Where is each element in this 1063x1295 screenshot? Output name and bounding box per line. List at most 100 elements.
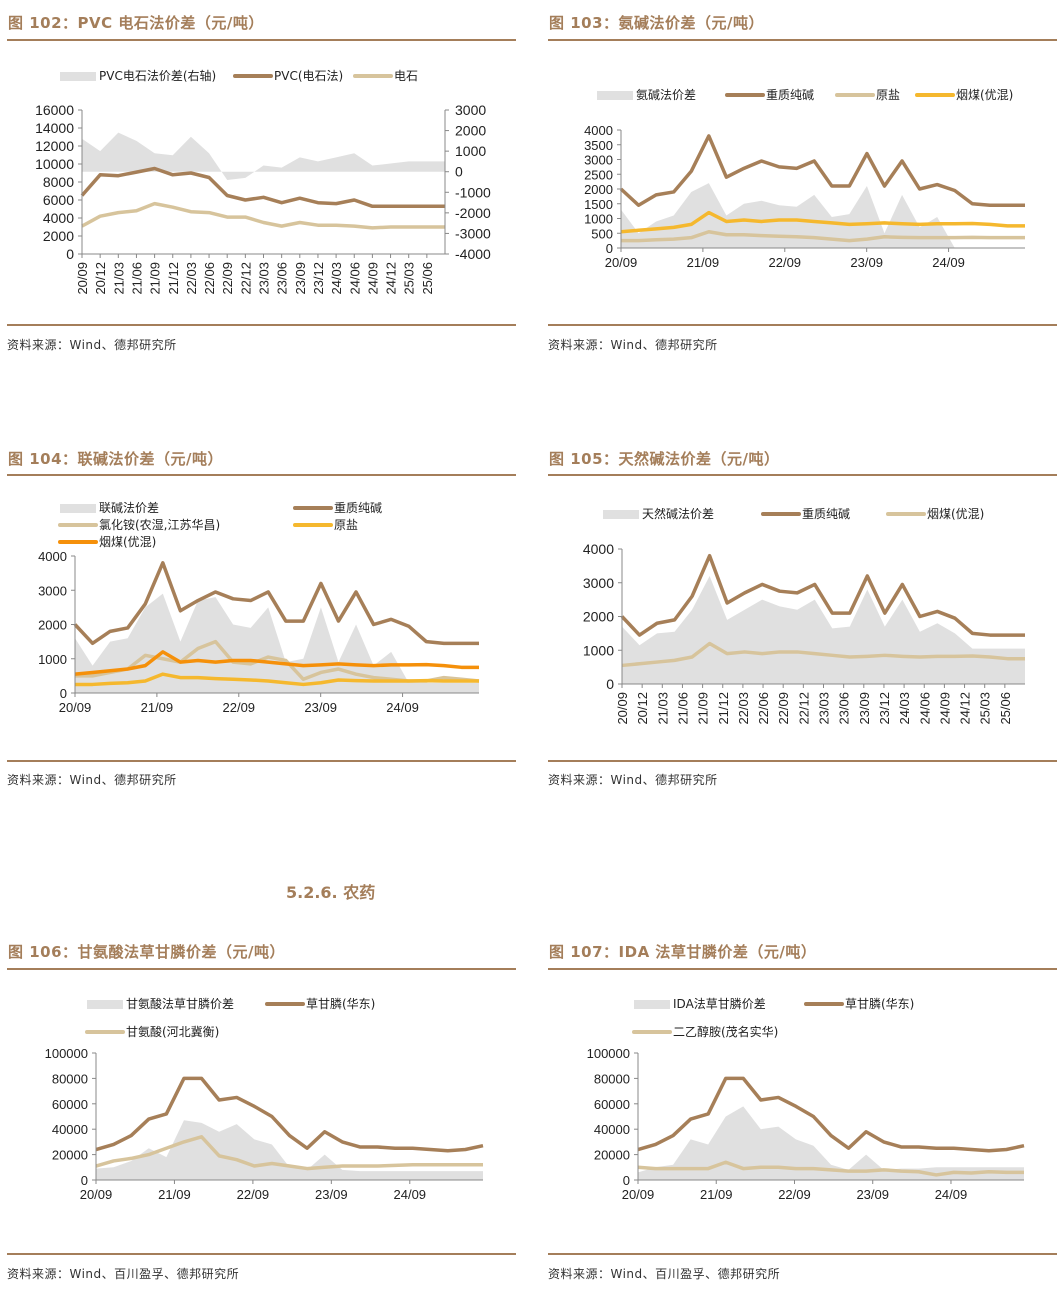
series-line-1 [80, 166, 445, 209]
y-tick-label: 0 [60, 686, 67, 701]
figure-106-source: 资料来源：Wind、百川盈孚、德邦研究所 [7, 1267, 240, 1281]
x-tick-label: 25/06 [998, 692, 1013, 725]
series-line-4 [74, 650, 479, 676]
y2-tick-label: -3000 [455, 225, 491, 241]
figure-104-source: 资料来源：Wind、德邦研究所 [7, 773, 177, 787]
y-tick-label: 0 [623, 1173, 630, 1188]
y2-tick-label: -2000 [455, 205, 491, 221]
x-tick-label: 23/09 [857, 692, 872, 725]
x-tick-label: 22/12 [238, 262, 253, 295]
legend-label-1: 重质纯碱 [802, 507, 850, 521]
x-tick-label: 22/12 [796, 692, 811, 725]
y-tick-label: 1000 [583, 642, 614, 658]
y-tick-label: 60000 [594, 1097, 630, 1112]
x-tick-label: 20/09 [59, 700, 92, 715]
legend-label-2: 甘氨酸(河北冀衡) [126, 1024, 219, 1039]
y-tick-label: 6000 [43, 192, 74, 208]
y-tick-label: 500 [591, 226, 613, 241]
x-tick-label: 25/03 [978, 692, 993, 725]
x-tick-label: 24/12 [384, 262, 399, 295]
legend-swatch-0 [60, 72, 96, 81]
legend-label-3: 烟煤(优混) [956, 88, 1013, 102]
section-heading: 5.2.6. 农药 [286, 883, 376, 902]
x-tick-label: 22/03 [184, 262, 199, 295]
x-tick-label: 23/06 [275, 262, 290, 295]
x-tick-label: 25/06 [420, 262, 435, 295]
x-tick-label: 22/09 [769, 255, 802, 270]
series-line-1 [95, 1076, 484, 1153]
x-tick-label: 21/09 [687, 255, 720, 270]
figure-103-top-rule [548, 39, 1057, 41]
series-line-1 [619, 134, 1025, 207]
y-tick-label: 0 [606, 676, 614, 692]
y-tick-label: 4000 [38, 549, 67, 564]
legend-label-0: PVC电石法价差(右轴) [99, 68, 216, 83]
y-tick-label: 100000 [587, 1046, 630, 1061]
figure-107-source: 资料来源：Wind、百川盈孚、德邦研究所 [548, 1267, 781, 1281]
figure-105-bottom-rule [548, 760, 1057, 762]
y2-tick-label: -1000 [455, 184, 491, 200]
series-line-1 [637, 1076, 1025, 1153]
figure-103-chart: 氨碱法价差 重质纯碱 原盐 烟煤(优混) 05001000150020002500300… [584, 88, 1026, 270]
series-line-2 [621, 230, 1025, 243]
x-tick-label: 23/09 [293, 262, 308, 295]
x-tick-label: 24/03 [329, 262, 344, 295]
series-line-3 [620, 210, 1025, 234]
x-tick-label: 20/09 [75, 262, 90, 295]
y-tick-label: 3000 [38, 583, 67, 598]
x-tick-label: 20/12 [635, 692, 650, 725]
y-tick-label: 2000 [38, 618, 67, 633]
legend-swatch-0 [87, 1000, 123, 1009]
x-tick-label: 24/09 [935, 1187, 968, 1202]
y-tick-label: 3000 [583, 575, 614, 591]
y-tick-label: 8000 [43, 174, 74, 190]
series-area-0 [638, 1106, 1024, 1180]
x-tick-label: 24/09 [386, 700, 419, 715]
legend-label-4: 烟煤(优混) [99, 535, 156, 549]
legend-label-0: 天然碱法价差 [642, 506, 714, 521]
x-tick-label: 24/09 [932, 255, 965, 270]
x-tick-label: 21/12 [716, 692, 731, 725]
x-tick-label: 21/09 [696, 692, 711, 725]
figure-107-title: 图 107：IDA 法草甘膦价差（元/吨） [549, 943, 817, 961]
x-tick-label: 24/09 [394, 1187, 427, 1202]
legend-label-2: 氯化铵(农湿,江苏华昌) [99, 517, 220, 532]
y-tick-label: 60000 [52, 1097, 88, 1112]
figure-103-bottom-rule [548, 324, 1057, 326]
series-area-0 [622, 576, 1025, 684]
y-tick-label: 40000 [594, 1122, 630, 1137]
x-tick-label: 23/09 [850, 255, 883, 270]
x-tick-label: 22/06 [202, 262, 217, 295]
x-tick-label: 20/09 [80, 1187, 113, 1202]
legend-swatch-0 [60, 504, 96, 513]
legend-label-2: 电石 [394, 69, 418, 83]
figure-106-chart: 甘氨酸法草甘膦价差 草甘膦(华东) 甘氨酸(河北冀衡) 0 20000 40000 6000… [45, 996, 484, 1202]
x-tick-label: 21/06 [129, 262, 144, 295]
legend-label-2: 烟煤(优混) [927, 507, 984, 521]
series-area-0 [621, 183, 1025, 248]
legend-label-1: 草甘膦(华东) [306, 996, 375, 1011]
y2-tick-label: 1000 [455, 143, 486, 159]
x-tick-label: 21/03 [111, 262, 126, 295]
x-tick-label: 22/06 [756, 692, 771, 725]
y-tick-label: 40000 [52, 1122, 88, 1137]
figure-107-bottom-rule [548, 1253, 1057, 1255]
y-tick-label: 20000 [594, 1148, 630, 1163]
y-tick-label: 80000 [594, 1071, 630, 1086]
x-tick-label: 21/09 [700, 1187, 733, 1202]
y-tick-label: 20000 [52, 1148, 88, 1163]
y-tick-label: 1000 [584, 212, 613, 227]
y-tick-label: 1500 [584, 197, 613, 212]
y2-tick-label: 2000 [455, 123, 486, 139]
legend-swatch-0 [634, 1000, 670, 1009]
x-tick-label: 23/12 [311, 262, 326, 295]
y-tick-label: 4000 [584, 123, 613, 138]
x-tick-label: 23/09 [315, 1187, 348, 1202]
x-tick-label: 23/09 [856, 1187, 889, 1202]
x-tick-label: 22/09 [237, 1187, 270, 1202]
x-tick-label: 21/09 [158, 1187, 191, 1202]
figure-106-top-rule [7, 968, 516, 970]
y2-tick-label: 0 [455, 164, 463, 180]
y-tick-label: 10000 [35, 156, 74, 172]
